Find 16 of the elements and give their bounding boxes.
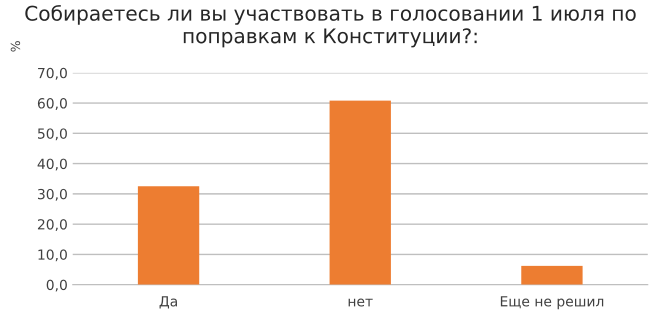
x-tick-label: Да (160, 296, 177, 308)
y-tick-label: 0,0 (46, 280, 67, 292)
y-tick-label: 20,0 (38, 219, 67, 232)
y-tick-label: 10,0 (38, 249, 67, 262)
y-tick-label: 40,0 (38, 158, 67, 170)
y-tick-label: 60,0 (38, 98, 67, 110)
chart-title: Собираетесь ли вы участвовать в голосовании 1 июля по поправкам к Конституции?: (25, 4, 636, 48)
x-tick-label: Еще не решил (500, 296, 604, 310)
bar (330, 100, 391, 285)
y-tick-label: 30,0 (38, 188, 67, 201)
x-tick-label: нет (348, 298, 373, 307)
bar (521, 266, 583, 285)
bar (138, 186, 200, 285)
y-axis-title: % (10, 41, 20, 52)
y-tick-label: 70,0 (38, 68, 67, 80)
y-tick-label: 50,0 (38, 128, 67, 140)
